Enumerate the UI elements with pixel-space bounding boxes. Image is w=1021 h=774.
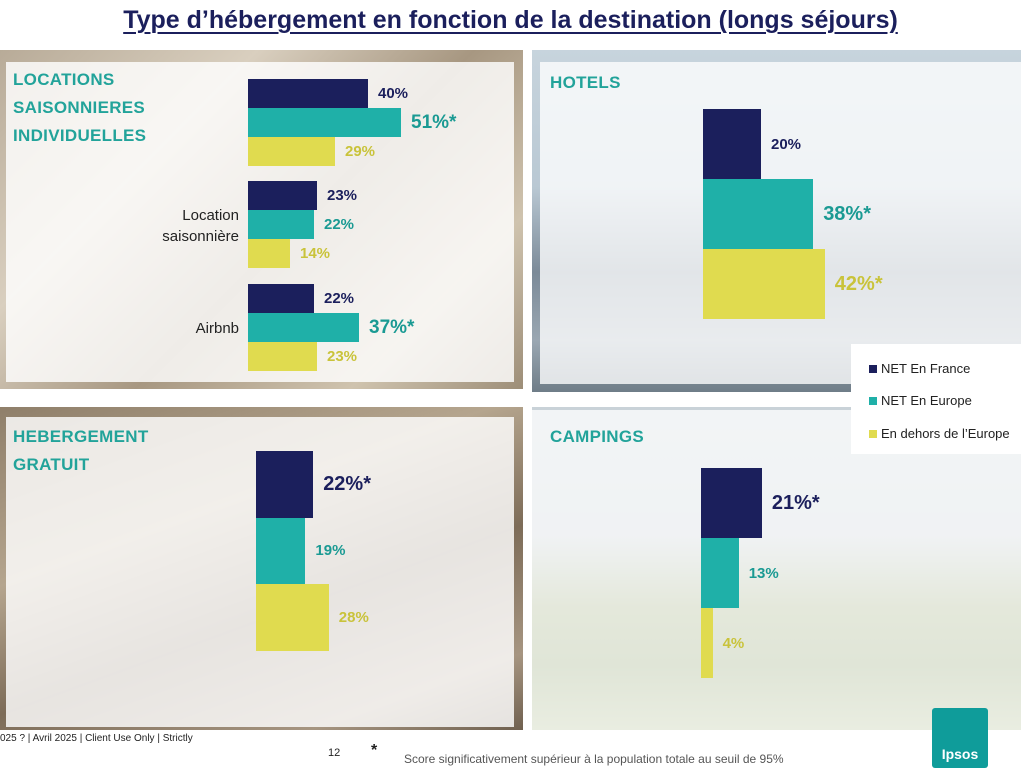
significance-note: Score significativement supérieur à la p… (404, 752, 784, 766)
chart-bar (701, 608, 713, 678)
page-number: 12 (328, 747, 341, 759)
chart-bar (701, 538, 739, 608)
data-label: 4% (722, 634, 745, 652)
data-label: 14% (300, 245, 331, 262)
panel-hotels (532, 50, 1021, 392)
chart-bar (703, 249, 825, 319)
data-label: 51%* (411, 112, 457, 133)
page-title: Type d’hébergement en fonction de la des… (123, 6, 898, 34)
legend-item-outside: En dehors de l’Europe (869, 426, 1010, 441)
chart-bar (703, 109, 761, 179)
logo-text: Ipsos (941, 746, 979, 762)
section-title-hebergement: HEBERGEMENT GRATUIT (13, 427, 149, 474)
category-label: Airbnb (195, 320, 239, 337)
data-label: 29% (345, 143, 376, 160)
ipsos-logo: Ipsos (932, 708, 988, 768)
data-label: 13% (748, 564, 779, 582)
data-label: 23% (327, 348, 358, 365)
footer-classification: 025 ? | Avril 2025 | Client Use Only | S… (0, 733, 193, 744)
panel-campings (532, 407, 1021, 730)
data-label: 37%* (369, 317, 415, 338)
data-label: 23% (327, 187, 358, 204)
chart-bar (248, 239, 290, 268)
chart-bar (248, 137, 335, 166)
legend-swatch (869, 397, 877, 405)
legend-label: NET En Europe (881, 393, 972, 408)
chart-bar (256, 517, 306, 584)
chart-bar (248, 210, 314, 239)
chart-bar (248, 313, 359, 342)
legend-swatch (869, 365, 877, 373)
data-label: 42%* (834, 273, 883, 295)
chart-bar (248, 108, 401, 137)
chart-bar (248, 284, 314, 313)
data-label: 22% (324, 290, 355, 307)
data-label: 28% (338, 608, 369, 626)
chart-bar (248, 342, 317, 371)
legend-item-france: NET En France (869, 361, 971, 376)
legend-label: NET En France (881, 361, 971, 376)
chart-bar (248, 79, 368, 108)
chart-bar (701, 468, 762, 538)
category-label: Location saisonnière (162, 207, 239, 245)
chart-bar (703, 179, 814, 249)
data-label: 20% (771, 135, 802, 153)
section-title-locations: LOCATIONS SAISONNIERES INDIVIDUELLES (13, 70, 147, 145)
data-label: 21%* (771, 492, 820, 514)
section-title-campings: CAMPINGS (550, 427, 645, 446)
data-label: 40% (378, 85, 409, 102)
section-title-hotels: HOTELS (550, 73, 621, 92)
data-label: 22% (324, 216, 355, 233)
data-label: 19% (315, 542, 346, 560)
legend-label: En dehors de l’Europe (881, 426, 1010, 441)
legend-swatch (869, 430, 877, 438)
data-label: 22%* (323, 473, 371, 496)
legend: NET En France NET En Europe En dehors de… (851, 344, 1021, 454)
chart-bar (256, 584, 329, 651)
legend-item-europe: NET En Europe (869, 393, 972, 408)
chart-bar (248, 181, 317, 210)
panel-overlay (532, 410, 1021, 730)
data-label: 38%* (823, 203, 871, 225)
chart-bar (256, 451, 314, 518)
significance-star: * (371, 742, 378, 759)
